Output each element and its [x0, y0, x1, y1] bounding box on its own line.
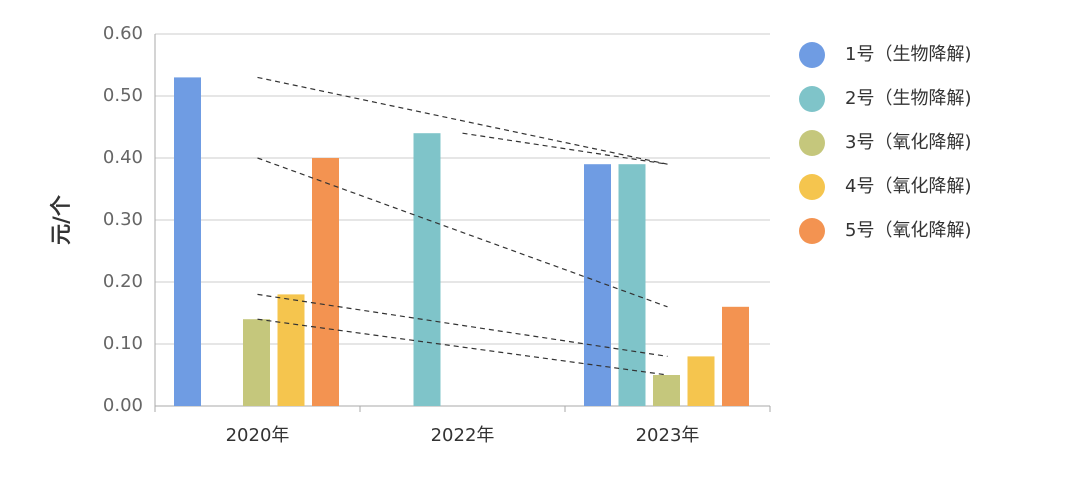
x-tick-label: 2022年	[431, 425, 495, 446]
y-tick-label: 0.40	[103, 147, 143, 168]
legend-label: 1号（生物降解)	[845, 44, 971, 65]
y-tick-label: 0.00	[103, 395, 143, 416]
legend-marker	[799, 174, 825, 200]
trend-line	[462, 132, 668, 165]
y-axis-title: 元/个	[49, 194, 73, 245]
bar	[243, 319, 270, 406]
legend-label: 5号（氧化降解)	[845, 220, 971, 241]
bar	[722, 306, 749, 406]
bar	[413, 133, 441, 406]
trend-line	[257, 293, 668, 357]
trend-line	[257, 76, 668, 165]
bar	[653, 375, 680, 406]
y-tick-label: 0.20	[103, 271, 143, 292]
bar	[687, 356, 715, 406]
bar	[174, 77, 201, 407]
bar	[618, 164, 646, 406]
trend-line	[257, 318, 668, 376]
legend-marker	[799, 218, 825, 244]
legend-marker	[799, 42, 825, 68]
y-tick-label: 0.60	[103, 23, 143, 44]
legend-marker	[799, 86, 825, 112]
bar	[312, 158, 339, 406]
x-tick-label: 2020年	[226, 425, 290, 446]
bar	[277, 294, 305, 406]
legend-label: 4号（氧化降解)	[845, 176, 971, 197]
y-tick-label: 0.10	[103, 333, 143, 354]
y-tick-label: 0.30	[103, 209, 143, 230]
legend-label: 3号（氧化降解)	[845, 132, 971, 153]
x-tick-label: 2023年	[636, 425, 700, 446]
legend-label: 2号（生物降解)	[845, 88, 971, 109]
y-tick-label: 0.50	[103, 85, 143, 106]
legend-marker	[799, 130, 825, 156]
trend-line	[257, 157, 668, 308]
